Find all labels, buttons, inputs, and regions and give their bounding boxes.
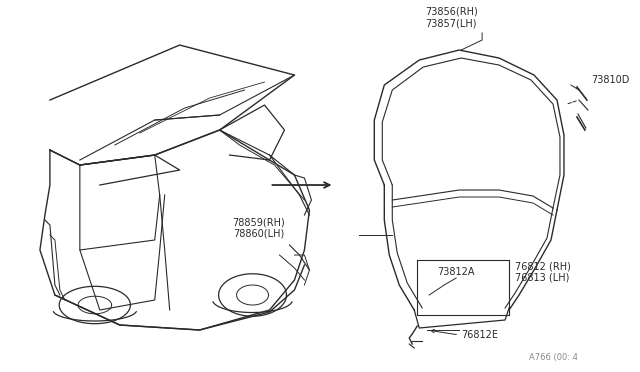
Text: 76812E: 76812E — [461, 330, 498, 340]
Text: A766 (00: 4: A766 (00: 4 — [529, 353, 578, 362]
Text: 73810D: 73810D — [591, 75, 629, 85]
Text: 73856(RH)
73857(LH): 73856(RH) 73857(LH) — [425, 6, 477, 28]
Text: 76812 (RH)
76813 (LH): 76812 (RH) 76813 (LH) — [515, 261, 571, 283]
Text: 78859(RH)
78860(LH): 78859(RH) 78860(LH) — [232, 217, 284, 239]
Text: 73812A: 73812A — [437, 267, 475, 277]
